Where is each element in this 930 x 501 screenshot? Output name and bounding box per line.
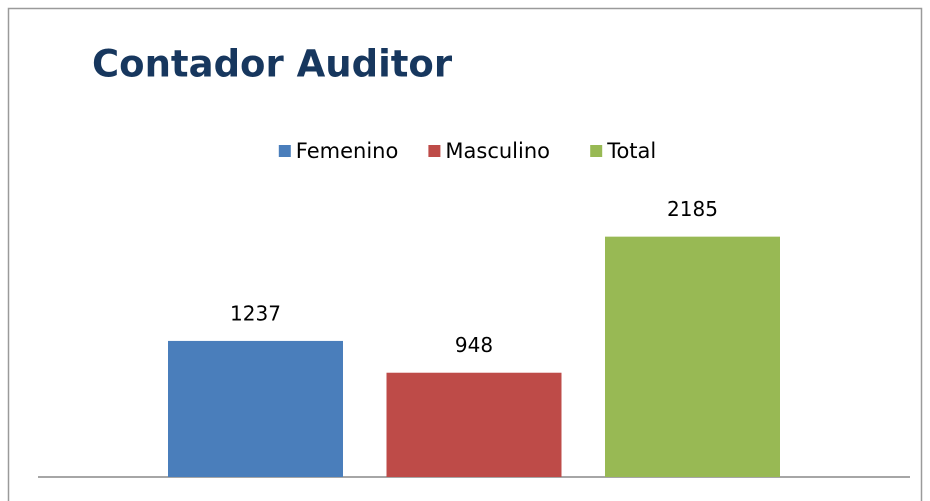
legend-swatch [278, 145, 291, 157]
data-label: 1237 [230, 301, 281, 325]
data-label: 948 [455, 333, 493, 357]
legend-swatch [590, 145, 603, 157]
chart-title: Contador Auditor [92, 43, 453, 86]
bar [168, 340, 343, 477]
bar [605, 236, 780, 477]
bar [386, 372, 562, 477]
legend-label: Total [606, 139, 656, 163]
legend-label: Masculino [445, 139, 550, 163]
legend-label: Femenino [296, 139, 399, 163]
legend-swatch [428, 145, 441, 157]
data-label: 2185 [667, 197, 718, 221]
